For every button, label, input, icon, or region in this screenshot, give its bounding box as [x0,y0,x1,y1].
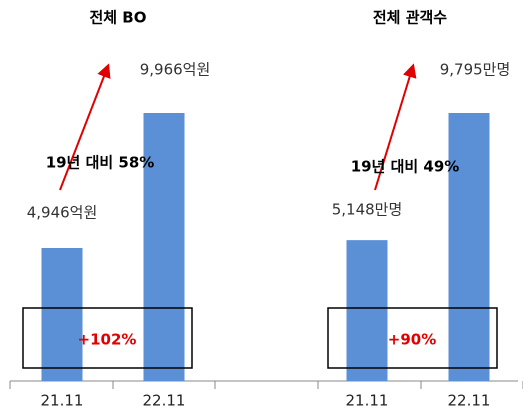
value-label: 5,148만명 [332,201,403,219]
bar [143,113,185,381]
bar [346,240,388,381]
highlight-box [327,307,498,369]
annotation: 19년 대비 49% [351,158,460,176]
annotation: 19년 대비 58% [46,154,155,172]
x-tick-label: 21.11 [346,392,389,410]
growth-arrow [374,63,417,191]
growth-label: +90% [388,331,436,349]
bar [448,113,490,381]
value-label: 9,795만명 [440,61,511,79]
growth-label: +102% [78,331,137,349]
x-tick-label: 22.11 [143,392,186,410]
bar [41,247,83,381]
value-label: 4,946억원 [27,204,98,222]
chart-title: 전체 관객수 [373,9,447,27]
value-label: 9,966억원 [140,61,211,79]
chart-title: 전체 BO [89,9,146,27]
highlight-box [22,307,193,369]
x-tick-label: 21.11 [41,392,84,410]
growth-arrow [59,63,111,191]
x-tick-label: 22.11 [448,392,491,410]
